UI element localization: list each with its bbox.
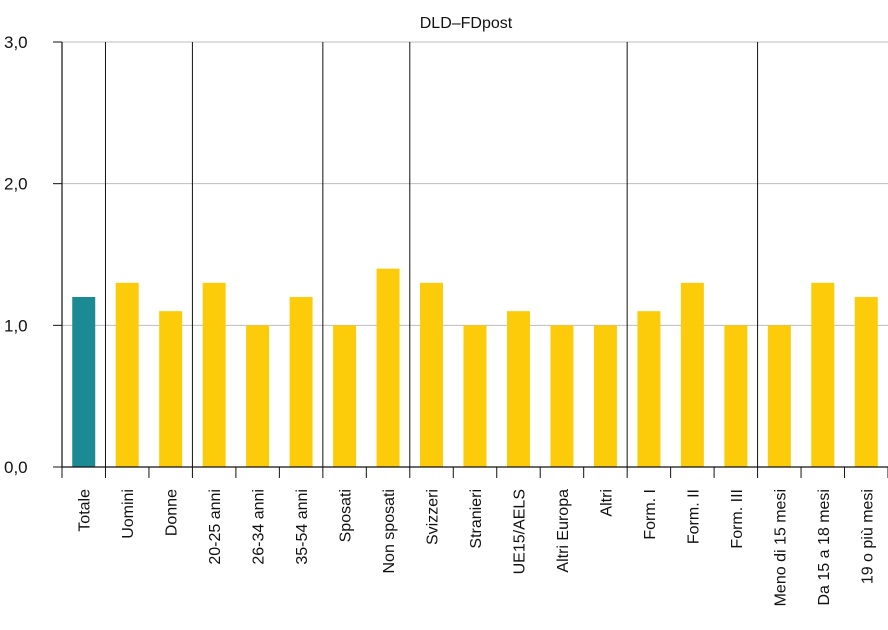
- x-tick-label: Donne: [164, 489, 181, 536]
- x-tick-label: Sposati: [338, 489, 355, 542]
- x-axis: Totale Uomini Donne 20-25 anni 26-34 anni 35-…: [61, 466, 888, 606]
- y-tick-label: 3,0: [4, 33, 28, 52]
- x-tick-label: Form. II: [685, 489, 702, 544]
- chart-title: DLD–FDpost: [420, 15, 513, 32]
- y-tick-label: 2,0: [4, 175, 28, 194]
- bar-altri-europa: [550, 325, 574, 467]
- x-tick-label: Uomini: [120, 489, 137, 539]
- x-tick-label: UE15/AELS: [511, 489, 528, 574]
- bar-form-i: [637, 311, 661, 467]
- bar-stranieri: [463, 325, 487, 467]
- x-tick-label: Altri Europa: [555, 489, 572, 573]
- x-tick-label: Da 15 a 18 mesi: [816, 489, 833, 606]
- bar-meno-di-15-mesi: [767, 325, 791, 467]
- x-tick-label: 19 o più mesi: [859, 489, 876, 584]
- bar-uomini: [115, 282, 139, 467]
- bar-sposati: [333, 325, 357, 467]
- x-tick-label: 35-54 anni: [294, 489, 311, 565]
- bar-da-15-a-18-mesi: [811, 282, 835, 467]
- bar-form-iii: [724, 325, 748, 467]
- bar-ue15-aels: [506, 311, 530, 467]
- bar-non-sposati: [376, 268, 400, 467]
- bar-altri: [593, 325, 617, 467]
- gridlines: [62, 41, 888, 326]
- group-separators: [104, 42, 759, 467]
- y-tick-label: 0,0: [4, 458, 28, 477]
- y-tick-label: 1,0: [4, 316, 28, 335]
- x-tick-label: Form. III: [729, 489, 746, 549]
- bars: [72, 268, 878, 467]
- bar-20-25-anni: [202, 282, 226, 467]
- x-tick-label: Svizzeri: [425, 489, 442, 545]
- x-tick-label: Altri: [598, 489, 615, 517]
- x-tick-label: Meno di 15 mesi: [772, 489, 789, 606]
- y-axis: 0,0 1,0 2,0 3,0: [4, 33, 63, 477]
- x-tick-label: Stranieri: [468, 489, 485, 549]
- bar-35-54-anni: [289, 297, 313, 467]
- x-tick-label: Non sposati: [381, 489, 398, 574]
- x-tick-label: 26-34 anni: [251, 489, 268, 565]
- bar-26-34-anni: [246, 325, 270, 467]
- x-tick-label: Form. I: [642, 489, 659, 540]
- bar-svizzeri: [420, 282, 444, 467]
- bar-totale: [72, 297, 96, 467]
- bar-donne: [159, 311, 183, 467]
- x-tick-label: 20-25 anni: [207, 489, 224, 565]
- bar-form-ii: [680, 282, 704, 467]
- bar-19-o-pi-mesi: [854, 297, 878, 467]
- x-tick-label: Totale: [77, 489, 94, 532]
